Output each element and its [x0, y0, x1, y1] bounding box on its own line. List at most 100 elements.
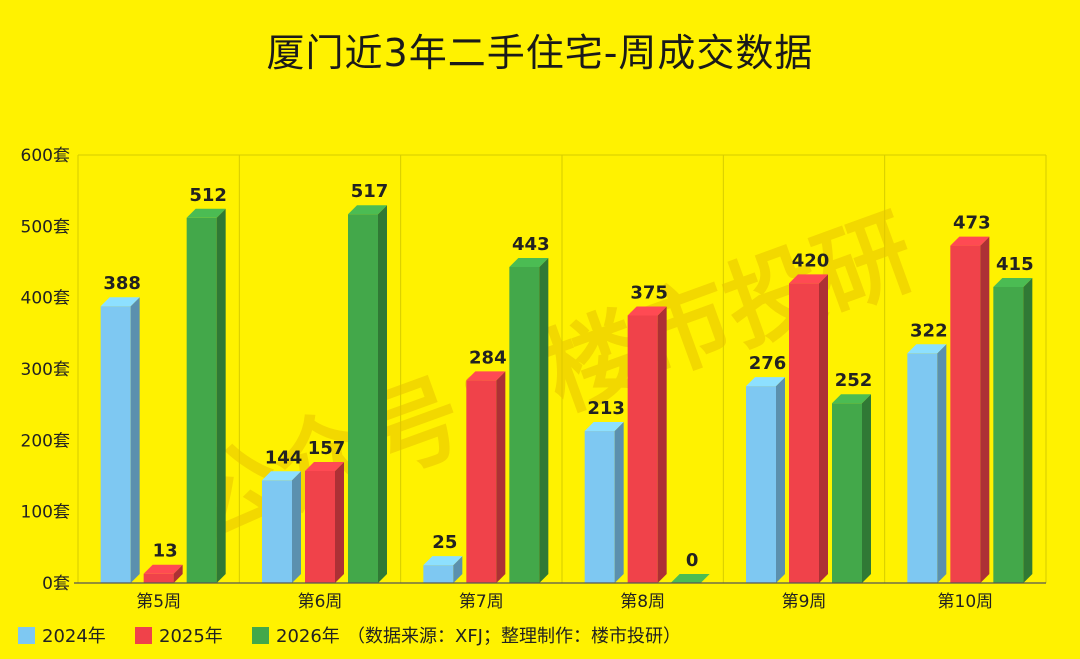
bar-front: [186, 217, 217, 584]
data-label-2026年-第9周: 252: [835, 370, 873, 391]
data-label-2024年-第9周: 276: [749, 353, 787, 374]
bar-side: [378, 205, 387, 583]
data-label-2026年-第10周: 415: [996, 254, 1034, 275]
data-label-2025年-第10周: 473: [953, 213, 991, 234]
bar-top: [100, 297, 140, 307]
bar-2025年-第6周: [305, 462, 344, 583]
legend-source-note: （数据来源：XFJ；整理制作：楼市投研）: [347, 626, 681, 647]
bar-side: [292, 471, 301, 583]
bar-side: [539, 257, 549, 583]
bar-front: [143, 573, 174, 583]
bars-layer: 388 13 512 144 157 517 25 284 443 213 375 0 276 420 25…: [100, 181, 1034, 584]
bar-top: [832, 394, 871, 404]
legend-label-1: 2025年: [159, 626, 223, 647]
bar-front: [746, 386, 776, 583]
bar-front: [509, 266, 540, 583]
data-label-2025年-第5周: 13: [153, 541, 178, 562]
x-tick-label-0: 第5周: [136, 592, 181, 612]
bar-top: [305, 462, 344, 472]
bar-2024年-第8周: [584, 422, 624, 583]
data-label-2024年-第10周: 322: [910, 320, 948, 341]
bar-front: [832, 403, 862, 583]
data-label-2026年-第7周: 443: [512, 234, 550, 255]
bar-side: [453, 556, 463, 583]
bar-front: [466, 380, 497, 583]
bar-2025年-第7周: [466, 371, 506, 583]
bar-front: [305, 471, 335, 583]
bar-side: [819, 274, 828, 583]
bar-top: [348, 205, 387, 215]
bar-top: [907, 344, 947, 354]
data-label-2024年-第8周: 213: [587, 398, 625, 419]
bar-2025年-第9周: [789, 274, 828, 583]
x-tick-label-4: 第9周: [782, 592, 827, 612]
bar-top: [950, 236, 990, 246]
bar-2026年-第6周: [348, 205, 387, 583]
bar-side: [657, 306, 667, 583]
bar-2026年-第7周: [509, 257, 549, 583]
bar-2024年-第5周: [100, 297, 140, 583]
bar-2026年-第8周: [670, 574, 710, 583]
bar-side: [862, 394, 871, 583]
bar-front: [262, 480, 292, 583]
bar-front: [100, 306, 131, 583]
data-label-2024年-第7周: 25: [432, 532, 457, 553]
bar-top: [509, 257, 549, 267]
x-tick-label-1: 第6周: [298, 592, 343, 612]
bar-2026年-第9周: [832, 394, 871, 583]
legend-label-0: 2024年: [42, 626, 106, 647]
bar-2025年-第5周: [143, 564, 183, 583]
bar-side: [130, 297, 140, 583]
data-label-2025年-第9周: 420: [792, 250, 830, 271]
y-tick-label-2: 200套: [21, 431, 70, 451]
y-tick-label-1: 100套: [21, 503, 70, 523]
bar-side: [173, 564, 183, 583]
y-tick-label-5: 500套: [21, 217, 70, 237]
data-label-2024年-第5周: 388: [103, 273, 141, 294]
data-label-2025年-第8周: 375: [630, 283, 668, 304]
x-tick-label-3: 第8周: [620, 592, 665, 612]
bar-top: [186, 208, 226, 218]
x-tick-label-2: 第7周: [459, 592, 504, 612]
bar-2026年-第10周: [993, 277, 1033, 583]
bar-top: [466, 371, 506, 381]
y-tick-label-3: 300套: [21, 360, 70, 380]
bar-top: [993, 277, 1033, 287]
y-tick-label-6: 600套: [21, 146, 70, 166]
bar-top: [627, 306, 667, 316]
bar-top: [423, 556, 463, 566]
bar-top: [746, 377, 785, 387]
data-label-2025年-第6周: 157: [308, 438, 346, 459]
bar-front: [348, 214, 378, 583]
bar-front: [789, 283, 819, 583]
legend-swatch-1: [135, 627, 152, 644]
bar-top: [670, 574, 710, 583]
bar-side: [776, 377, 785, 583]
bar-front: [950, 245, 981, 584]
bar-2024年-第7周: [423, 556, 463, 583]
bar-top: [584, 422, 624, 432]
bar-side: [496, 371, 506, 583]
bar-side: [1023, 277, 1033, 583]
bar-side: [216, 208, 226, 584]
bar-2025年-第10周: [950, 236, 990, 584]
y-tick-label-4: 400套: [21, 289, 70, 309]
data-label-2026年-第5周: 512: [189, 185, 227, 206]
legend-swatch-2: [252, 627, 269, 644]
bar-side: [614, 422, 624, 583]
bar-2024年-第9周: [746, 377, 785, 583]
bar-2026年-第5周: [186, 208, 226, 584]
bar-front: [627, 315, 658, 583]
legend: 2024年 2025年 2026年 （数据来源：XFJ；整理制作：楼市投研）: [18, 626, 681, 647]
bar-top: [789, 274, 828, 284]
bar-front: [993, 286, 1024, 583]
data-label-2025年-第7周: 284: [469, 347, 507, 368]
bar-front: [907, 353, 938, 583]
legend-swatch-0: [18, 627, 35, 644]
data-label-2026年-第8周: 0: [686, 550, 699, 571]
bar-top: [143, 564, 183, 574]
bar-front: [423, 565, 454, 583]
bar-top: [262, 471, 301, 481]
y-tick-label-0: 0套: [42, 574, 70, 594]
